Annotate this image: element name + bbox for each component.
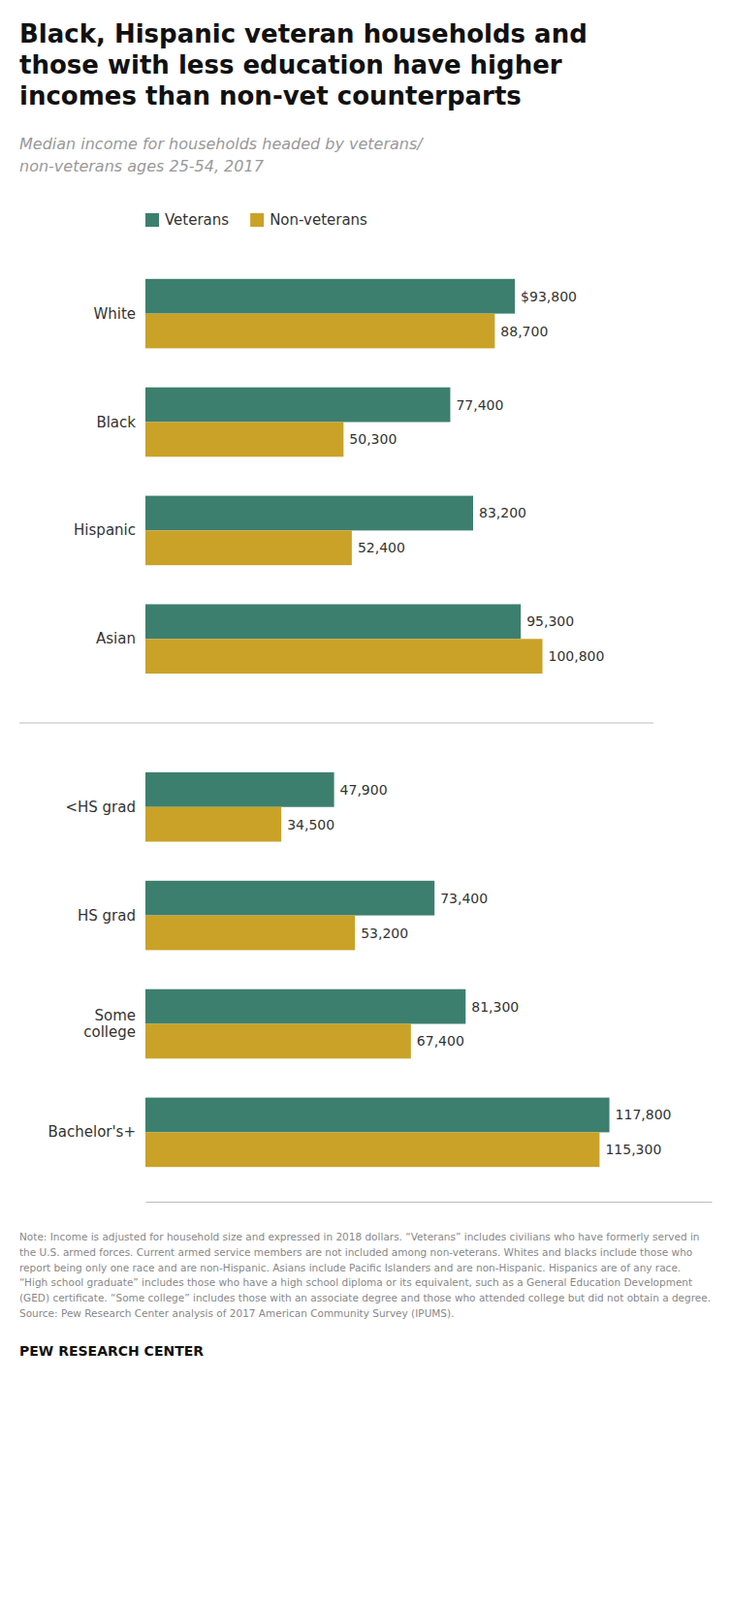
data-label: 67,400: [416, 1033, 465, 1049]
chart: Black, Hispanic veteran households andth…: [0, 0, 731, 1600]
category-label: Bachelor's+: [48, 1123, 136, 1142]
legend-swatch: [250, 213, 264, 227]
data-label: 47,900: [340, 782, 388, 798]
bar: [145, 387, 450, 423]
bar: [145, 1132, 600, 1168]
text-line: those with less education have higher: [19, 50, 563, 80]
bar: [145, 807, 282, 843]
category-label: Asian: [95, 630, 136, 648]
data-label: $93,800: [520, 288, 577, 305]
text-line: Asian: [95, 630, 136, 648]
bar: [145, 314, 495, 350]
note: Note: Income is adjusted for household s…: [19, 1231, 711, 1320]
legend-item: Non-veterans: [250, 211, 368, 229]
title: Black, Hispanic veteran households andth…: [19, 19, 588, 111]
text-line: “High school graduate” includes those wh…: [19, 1276, 693, 1289]
text-line: incomes than non-vet counterparts: [19, 81, 522, 111]
bar: [145, 603, 521, 639]
data-label: 73,400: [440, 890, 488, 907]
source: PEW RESEARCH CENTER: [19, 1343, 204, 1360]
data-label: 81,300: [471, 999, 519, 1016]
bar: [145, 916, 355, 952]
data-label: 117,800: [615, 1107, 672, 1123]
text-line: non-veterans ages 25-54, 2017: [19, 157, 265, 176]
legend: Veterans Non-veterans: [145, 211, 368, 229]
text-line: (GED) certificate. “Some college” includ…: [19, 1292, 711, 1304]
text-line: Black, Hispanic veteran households and: [19, 19, 588, 49]
data-label: 52,400: [357, 540, 406, 556]
data-label: 53,200: [360, 925, 409, 942]
x-axis-line: [146, 1202, 713, 1204]
text-line: Hispanic: [73, 521, 136, 540]
legend-item: Veterans: [145, 211, 229, 229]
category-label: Somecollege: [83, 1007, 136, 1042]
text-line: college: [83, 1023, 136, 1042]
data-label: 95,300: [526, 613, 574, 630]
category-label: HS grad: [77, 907, 136, 925]
text-line: <HS grad: [64, 798, 136, 817]
category-label: Hispanic: [73, 521, 136, 540]
text-line: White: [93, 305, 136, 323]
data-label: 83,200: [478, 505, 527, 521]
bar: [145, 772, 335, 808]
data-label: 50,300: [349, 431, 397, 447]
bar: [145, 1023, 412, 1059]
bar: [145, 989, 466, 1025]
text-line: Source: Pew Research Center analysis of …: [19, 1307, 454, 1320]
data-label: 77,400: [455, 397, 504, 414]
text-line: Some: [94, 1007, 136, 1025]
legend-label: Non-veterans: [269, 211, 368, 229]
text-line: report being only one race and are non-H…: [19, 1262, 681, 1274]
data-label: 88,700: [500, 323, 548, 340]
bar: [145, 422, 344, 458]
subtitle: Median income for households headed by v…: [19, 134, 424, 176]
bar: [145, 279, 515, 315]
data-label: 34,500: [286, 817, 335, 833]
data-label: 115,300: [604, 1142, 662, 1158]
text-line: Black: [95, 413, 136, 432]
text-line: HS grad: [77, 907, 136, 925]
x-axis: [146, 1202, 713, 1204]
category-label: Black: [95, 413, 136, 432]
legend-label: Veterans: [164, 211, 229, 229]
legend-swatch: [145, 213, 159, 227]
text-line: PEW RESEARCH CENTER: [19, 1343, 204, 1360]
category-label: <HS grad: [64, 798, 136, 817]
text-line: Bachelor's+: [48, 1123, 136, 1142]
text-line: Note: Income is adjusted for household s…: [19, 1231, 700, 1243]
category-label: White: [93, 305, 136, 323]
text-line: the U.S. armed forces. Current armed ser…: [19, 1246, 693, 1259]
bar: [145, 1098, 610, 1134]
bar: [145, 881, 435, 917]
text-line: Median income for households headed by v…: [19, 134, 424, 154]
bar: [145, 530, 352, 566]
bar: [145, 638, 543, 674]
divider: [19, 722, 654, 724]
bar: [145, 496, 474, 532]
data-label: 100,800: [548, 648, 605, 665]
